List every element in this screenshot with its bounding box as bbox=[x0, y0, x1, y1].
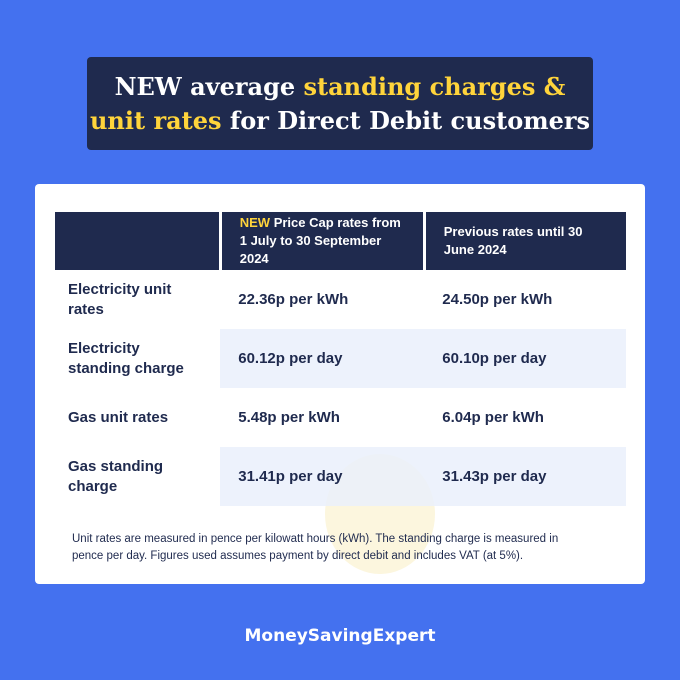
title-text: for Direct Debit customers bbox=[229, 106, 591, 135]
header-highlight: NEW bbox=[239, 215, 271, 230]
table-body: Electricity unit rates 22.36p per kWh 24.5… bbox=[55, 270, 626, 506]
header-cell: NEW Price Cap rates from 1 July to 30 Se… bbox=[218, 212, 425, 270]
row-label: Gas unit rates bbox=[68, 408, 169, 426]
rate-cell: 31.41p per day bbox=[220, 447, 425, 506]
title-highlight: unit rates bbox=[89, 106, 222, 135]
header-cell: Previous rates until 30 June 2024 bbox=[422, 212, 626, 270]
title-text: NEW average bbox=[114, 72, 296, 101]
rates-table: NEW Price Cap rates from 1 July to 30 Se… bbox=[55, 212, 626, 506]
card: NEW Price Cap rates from 1 July to 30 Se… bbox=[35, 184, 645, 584]
rate-cell: 6.04p per kWh bbox=[442, 408, 544, 426]
rate-cell: 24.50p per kWh bbox=[442, 290, 553, 308]
header-cell bbox=[55, 212, 221, 270]
rate-cell: 31.43p per day bbox=[424, 447, 626, 506]
header-text: Previous rates until 30 June 2024 bbox=[443, 224, 583, 257]
footnote: Unit rates are measured in pence per kil… bbox=[72, 533, 559, 562]
header-row: NEW Price Cap rates from 1 July to 30 Se… bbox=[55, 212, 626, 270]
table-row: Gas unit rates 5.48p per kWh 6.04p per kWh bbox=[55, 388, 626, 447]
row-label: Gas standing charge bbox=[68, 457, 164, 495]
rate-cell: 22.36p per kWh bbox=[238, 290, 349, 308]
row-label: Electricity standing charge bbox=[68, 339, 184, 377]
rate-cell: 5.48p per kWh bbox=[238, 408, 340, 426]
table-row: Electricity unit rates 22.36p per kWh 24.5… bbox=[55, 270, 626, 329]
row-label: Electricity unit rates bbox=[68, 280, 172, 318]
table-row: Gas standing charge 31.41p per day 31.43p … bbox=[55, 447, 626, 506]
rate-cell: 60.10p per day bbox=[424, 329, 626, 388]
rate-cell: 60.12p per day bbox=[220, 329, 425, 388]
brand: MoneySavingExpert bbox=[244, 626, 436, 646]
title-highlight: standing charges & bbox=[303, 72, 566, 101]
header-text: Price Cap rates from 1 July to 30 Septem… bbox=[239, 215, 401, 266]
title: NEW average standing charges & unit rate… bbox=[87, 57, 593, 150]
table-row: Electricity standing charge 60.12p per da… bbox=[55, 329, 626, 388]
